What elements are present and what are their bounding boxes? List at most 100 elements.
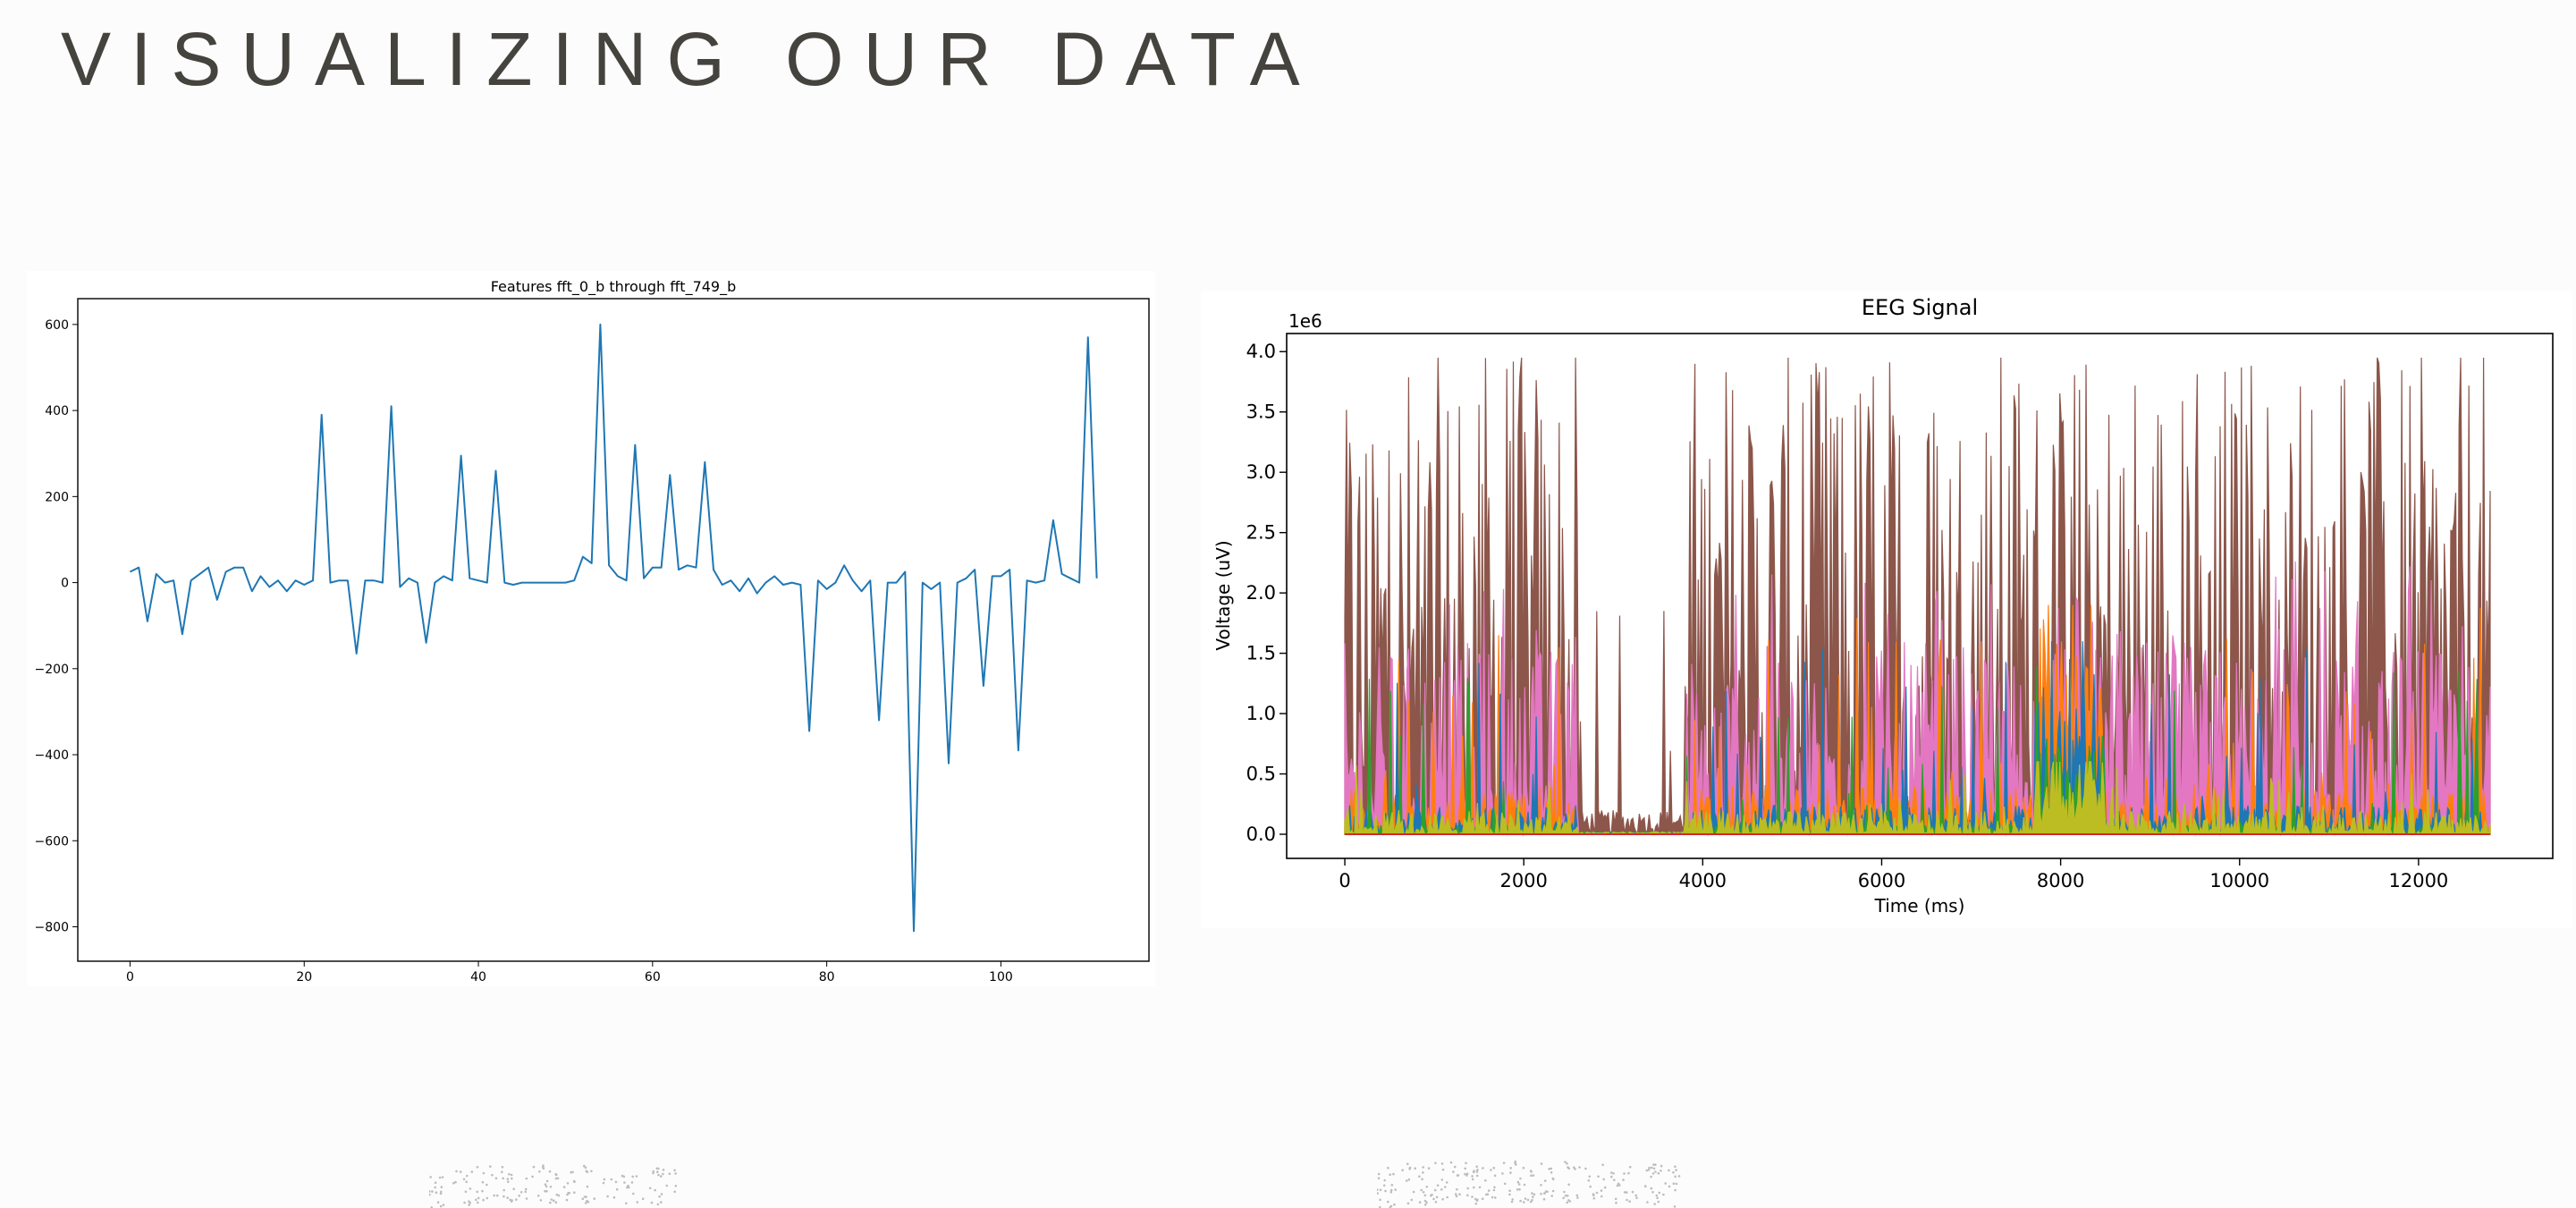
decorative-dot (1540, 1192, 1542, 1195)
decorative-dot (632, 1192, 635, 1195)
y-axis-label: Voltage (uV) (1212, 540, 1234, 650)
decorative-dot (1567, 1183, 1570, 1187)
decorative-dot (1612, 1172, 1615, 1175)
decorative-dot (654, 1188, 656, 1192)
decorative-dot (1576, 1196, 1579, 1199)
decorative-dot (1384, 1189, 1387, 1193)
decorative-dot (1471, 1195, 1474, 1198)
decorative-dot (1597, 1175, 1600, 1178)
decorative-dot (1529, 1200, 1533, 1204)
decorative-dot (1622, 1178, 1625, 1181)
decorative-dot (656, 1203, 660, 1206)
decorative-dot (440, 1190, 443, 1194)
decorative-dot (452, 1181, 455, 1185)
decorative-dot (548, 1170, 552, 1173)
decorative-dot (1389, 1191, 1393, 1194)
fft-features-line-chart: Features fft_0_b through fft_749_b 0 20 40… (27, 271, 1155, 986)
decorative-dot (515, 1198, 518, 1201)
decorative-dot (556, 1177, 560, 1180)
decorative-dot (585, 1195, 587, 1198)
decorative-dot (1644, 1185, 1647, 1188)
decorative-dot (1614, 1197, 1617, 1201)
decorative-dot (536, 1195, 540, 1197)
decorative-dot (1389, 1188, 1393, 1192)
x-tick-label: 100 (989, 970, 1013, 984)
decorative-dot (603, 1178, 606, 1181)
decorative-dot (539, 1199, 543, 1202)
y-tick-label: 600 (45, 318, 69, 333)
decorative-dot (1482, 1167, 1484, 1170)
decorative-dot (1405, 1179, 1408, 1182)
decorative-dot (429, 1176, 432, 1178)
decorative-dot (1514, 1160, 1517, 1163)
decorative-dot (1664, 1182, 1667, 1185)
decorative-dot (1530, 1174, 1533, 1178)
decorative-dot (1516, 1188, 1519, 1191)
decorative-dot (1600, 1195, 1603, 1198)
decorative-dot (1657, 1200, 1660, 1204)
decorative-dot (554, 1172, 557, 1176)
decorative-dot (542, 1164, 545, 1167)
decorative-dot (1494, 1196, 1497, 1199)
decorative-dot (1651, 1191, 1654, 1194)
decorative-dot (429, 1193, 431, 1196)
decorative-dot (1589, 1185, 1592, 1188)
decorative-dot (674, 1172, 677, 1175)
y-tick-label: 1.0 (1246, 703, 1276, 724)
decorative-dot (545, 1179, 549, 1183)
decorative-dot (1646, 1201, 1649, 1204)
decorative-dot (1623, 1172, 1626, 1175)
decorative-dot (1452, 1170, 1455, 1173)
decorative-dot (436, 1201, 440, 1204)
decorative-dot (550, 1198, 553, 1201)
decorative-dot (593, 1197, 596, 1200)
decorative-dot (1575, 1194, 1579, 1197)
decorative-dot (503, 1195, 505, 1198)
decorative-dot (1425, 1186, 1429, 1188)
decorative-dot (506, 1196, 509, 1199)
decorative-dot (571, 1170, 574, 1174)
x-tick-label: 0 (126, 970, 134, 984)
decorative-dot (1406, 1162, 1409, 1165)
x-tick-label: 2000 (1499, 870, 1547, 891)
decorative-dot (1529, 1170, 1533, 1172)
decorative-dot (1531, 1192, 1533, 1195)
decorative-dot (1474, 1197, 1477, 1201)
decorative-dot (1449, 1161, 1453, 1164)
decorative-dot (494, 1177, 498, 1179)
decorative-dot (1490, 1169, 1492, 1171)
decorative-dot (462, 1178, 466, 1181)
decorative-dot (1654, 1163, 1657, 1166)
decorative-dot (673, 1190, 676, 1194)
decorative-dot (509, 1198, 511, 1202)
decorative-dot (1412, 1190, 1415, 1194)
decorative-dot (440, 1186, 443, 1188)
decorative-dot (1423, 1199, 1427, 1203)
decorative-dot (1466, 1187, 1469, 1190)
decorative-dot (662, 1169, 665, 1171)
decorative-dot (606, 1195, 609, 1198)
decorative-dot (1647, 1168, 1651, 1171)
decorative-dot (545, 1189, 548, 1193)
decorative-dot (1648, 1166, 1651, 1170)
decorative-dot (464, 1190, 468, 1194)
decorative-dot (1387, 1200, 1389, 1204)
decorative-dot (469, 1202, 471, 1204)
decorative-dot (465, 1174, 469, 1178)
decorative-dot (1610, 1175, 1613, 1178)
decorative-dot (1464, 1167, 1466, 1170)
decorative-dot (470, 1170, 474, 1173)
decorative-dot (1672, 1182, 1676, 1185)
decorative-dot (573, 1191, 576, 1194)
decorative-dot (545, 1185, 548, 1188)
decorative-dot (1466, 1194, 1469, 1197)
decorative-dot (1584, 1167, 1587, 1170)
decorative-dot (1420, 1188, 1423, 1192)
decorative-dot (1421, 1178, 1423, 1181)
decorative-dot (657, 1173, 660, 1177)
decorative-dot (1660, 1170, 1662, 1172)
decorative-dot (1674, 1188, 1677, 1192)
decorative-dot (1652, 1167, 1656, 1170)
y-tick-label: 0.0 (1246, 824, 1276, 845)
decorative-dot (1441, 1168, 1445, 1171)
